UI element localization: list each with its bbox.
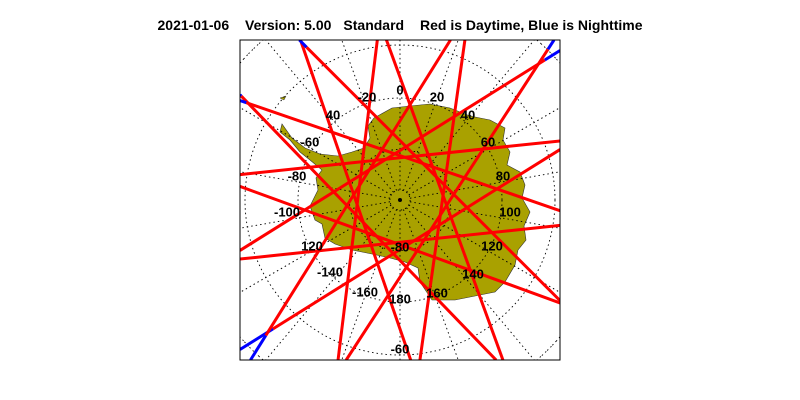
longitude-label: 20 <box>430 89 444 104</box>
longitude-label: 180 <box>389 291 411 306</box>
daytime-track-segment <box>264 40 452 337</box>
longitude-label: 160 <box>426 285 448 300</box>
orbit-tracks <box>240 40 560 360</box>
longitude-label: 80 <box>496 168 510 183</box>
daytime-track-segment <box>240 58 546 252</box>
latitude-circle-segment <box>536 356 542 360</box>
daytime-track-segment <box>245 101 560 213</box>
nighttime-track-segment <box>546 40 556 51</box>
graticule <box>240 40 560 360</box>
title-date: 2021-01-06 <box>157 17 230 33</box>
latitude-circle-segment <box>258 356 264 360</box>
latitude-circle-segment <box>258 40 264 44</box>
longitude-label: 140 <box>462 266 484 281</box>
longitude-label: 120 <box>301 238 323 253</box>
meridian-line <box>240 201 391 229</box>
daytime-track-segment <box>240 185 560 305</box>
nighttime-track-segment <box>544 49 560 62</box>
meridian-line <box>240 171 391 199</box>
latitude-circle-segment <box>243 53 249 60</box>
longitude-label: -80 <box>288 168 307 183</box>
meridian-line <box>265 207 394 360</box>
daytime-track-segment <box>299 40 413 360</box>
latitude-circle-segment <box>540 43 547 49</box>
meridian-line <box>265 40 394 193</box>
daytime-track-segment <box>418 40 467 360</box>
longitude-label: -160 <box>352 284 378 299</box>
longitude-label: -60 <box>301 134 320 149</box>
latitude-circle-segment <box>536 40 542 44</box>
meridian-line <box>409 201 560 229</box>
daytime-track-segment <box>385 40 505 360</box>
longitude-label: 40 <box>326 107 340 122</box>
latitude-circle-segment <box>556 58 560 64</box>
longitude-label: -100 <box>274 204 300 219</box>
daytime-track-segment <box>240 139 560 177</box>
latitude-label: -60 <box>391 341 410 356</box>
latitude-circle-segment <box>551 340 557 347</box>
latitude-circle-segment <box>240 336 244 342</box>
longitude-label: -20 <box>358 89 377 104</box>
latitude-circle-segment <box>240 58 244 64</box>
latitude-circle-segment <box>248 48 255 55</box>
latitude-circle-segment <box>253 43 260 49</box>
daytime-track-segment <box>240 95 498 360</box>
latitude-circle <box>389 189 411 211</box>
title-product: Standard <box>343 17 405 33</box>
latitude-label: -80 <box>391 239 410 254</box>
meridian-line <box>406 40 535 193</box>
nighttime-track-segment <box>298 40 308 49</box>
latitude-circle-segment <box>540 351 547 357</box>
map-title: 2021-01-06 Version: 5.00 Standard Red is … <box>0 17 800 33</box>
nighttime-track-segment <box>249 334 268 360</box>
daytime-track-segment <box>336 40 379 360</box>
latitude-circle <box>297 97 503 303</box>
longitude-label: 0 <box>396 82 403 97</box>
meridian-line <box>406 207 535 360</box>
title-legend: Red is Daytime, Blue is Nighttime <box>419 17 643 33</box>
latitude-circle-segment <box>556 336 560 342</box>
longitude-label: 120 <box>481 238 503 253</box>
meridian-line <box>409 171 560 199</box>
nighttime-track-segment <box>240 99 247 105</box>
map-frame <box>239 39 561 361</box>
daytime-track-segment <box>305 46 560 302</box>
latitude-circle-segment <box>248 345 255 352</box>
south-pole-marker <box>398 198 402 202</box>
longitude-label: 40 <box>461 107 475 122</box>
latitude-circle-segment <box>253 351 260 357</box>
longitude-label: -140 <box>317 264 343 279</box>
title-version: Version: 5.00 <box>245 17 332 33</box>
island <box>279 95 287 101</box>
longitude-label: 60 <box>481 134 495 149</box>
longitude-label: 100 <box>499 204 521 219</box>
latitude-circle-segment <box>545 345 552 352</box>
daytime-track-segment <box>240 223 560 261</box>
